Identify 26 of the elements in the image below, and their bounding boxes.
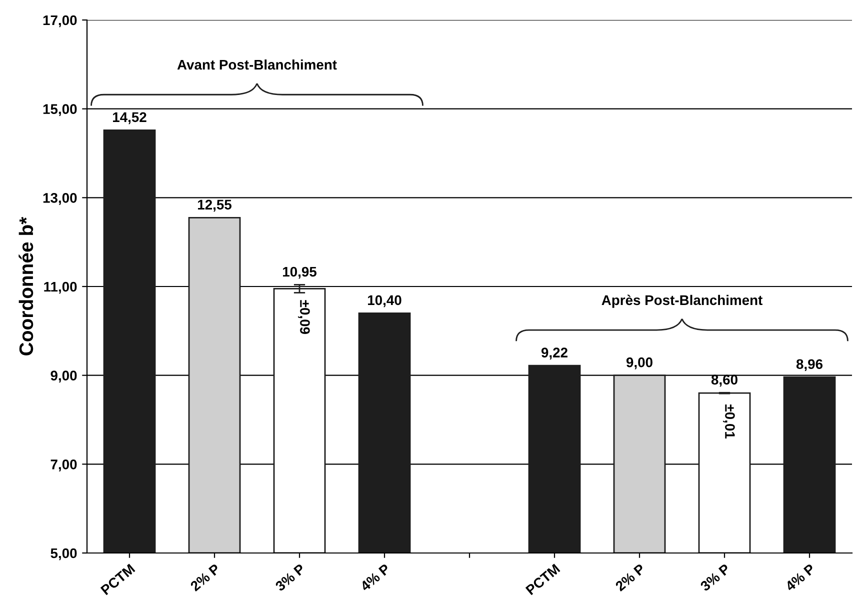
annotation: ±0,01 xyxy=(723,404,735,438)
x-tick-label: 3% P xyxy=(274,563,306,592)
x-tick-label: 4% P xyxy=(359,563,391,592)
data-label: 12,55 xyxy=(198,200,232,212)
data-label: 10,95 xyxy=(283,266,316,279)
annotation: ±0,09 xyxy=(298,300,310,334)
data-label: 9,22 xyxy=(541,348,568,360)
x-tick-label: 2% P xyxy=(614,563,646,592)
data-label: 8,60 xyxy=(711,374,738,387)
y-tick-label: 13,00 xyxy=(43,193,77,205)
y-tick-label: 9,00 xyxy=(50,370,77,383)
data-label: 14,52 xyxy=(113,112,146,124)
data-label: 9,00 xyxy=(626,357,652,370)
annotation: Après Post-Blanchiment xyxy=(602,294,762,308)
data-label: 10,40 xyxy=(368,295,402,308)
y-tick-label: 15,00 xyxy=(43,104,77,116)
x-tick-label: 3% P xyxy=(700,563,731,592)
annotation: Avant Post-Blanchiment xyxy=(177,59,337,70)
y-tick-label: 5,00 xyxy=(50,548,77,560)
x-tick-label: 2% P xyxy=(190,563,221,592)
y-axis-title: Coordonnée b* xyxy=(18,216,34,356)
data-label: 8,96 xyxy=(796,359,823,372)
x-tick-label: 4% P xyxy=(784,563,816,592)
y-tick-label: 11,00 xyxy=(44,282,77,294)
y-tick-label: 17,00 xyxy=(43,15,77,28)
y-tick-label: 7,00 xyxy=(50,460,77,472)
